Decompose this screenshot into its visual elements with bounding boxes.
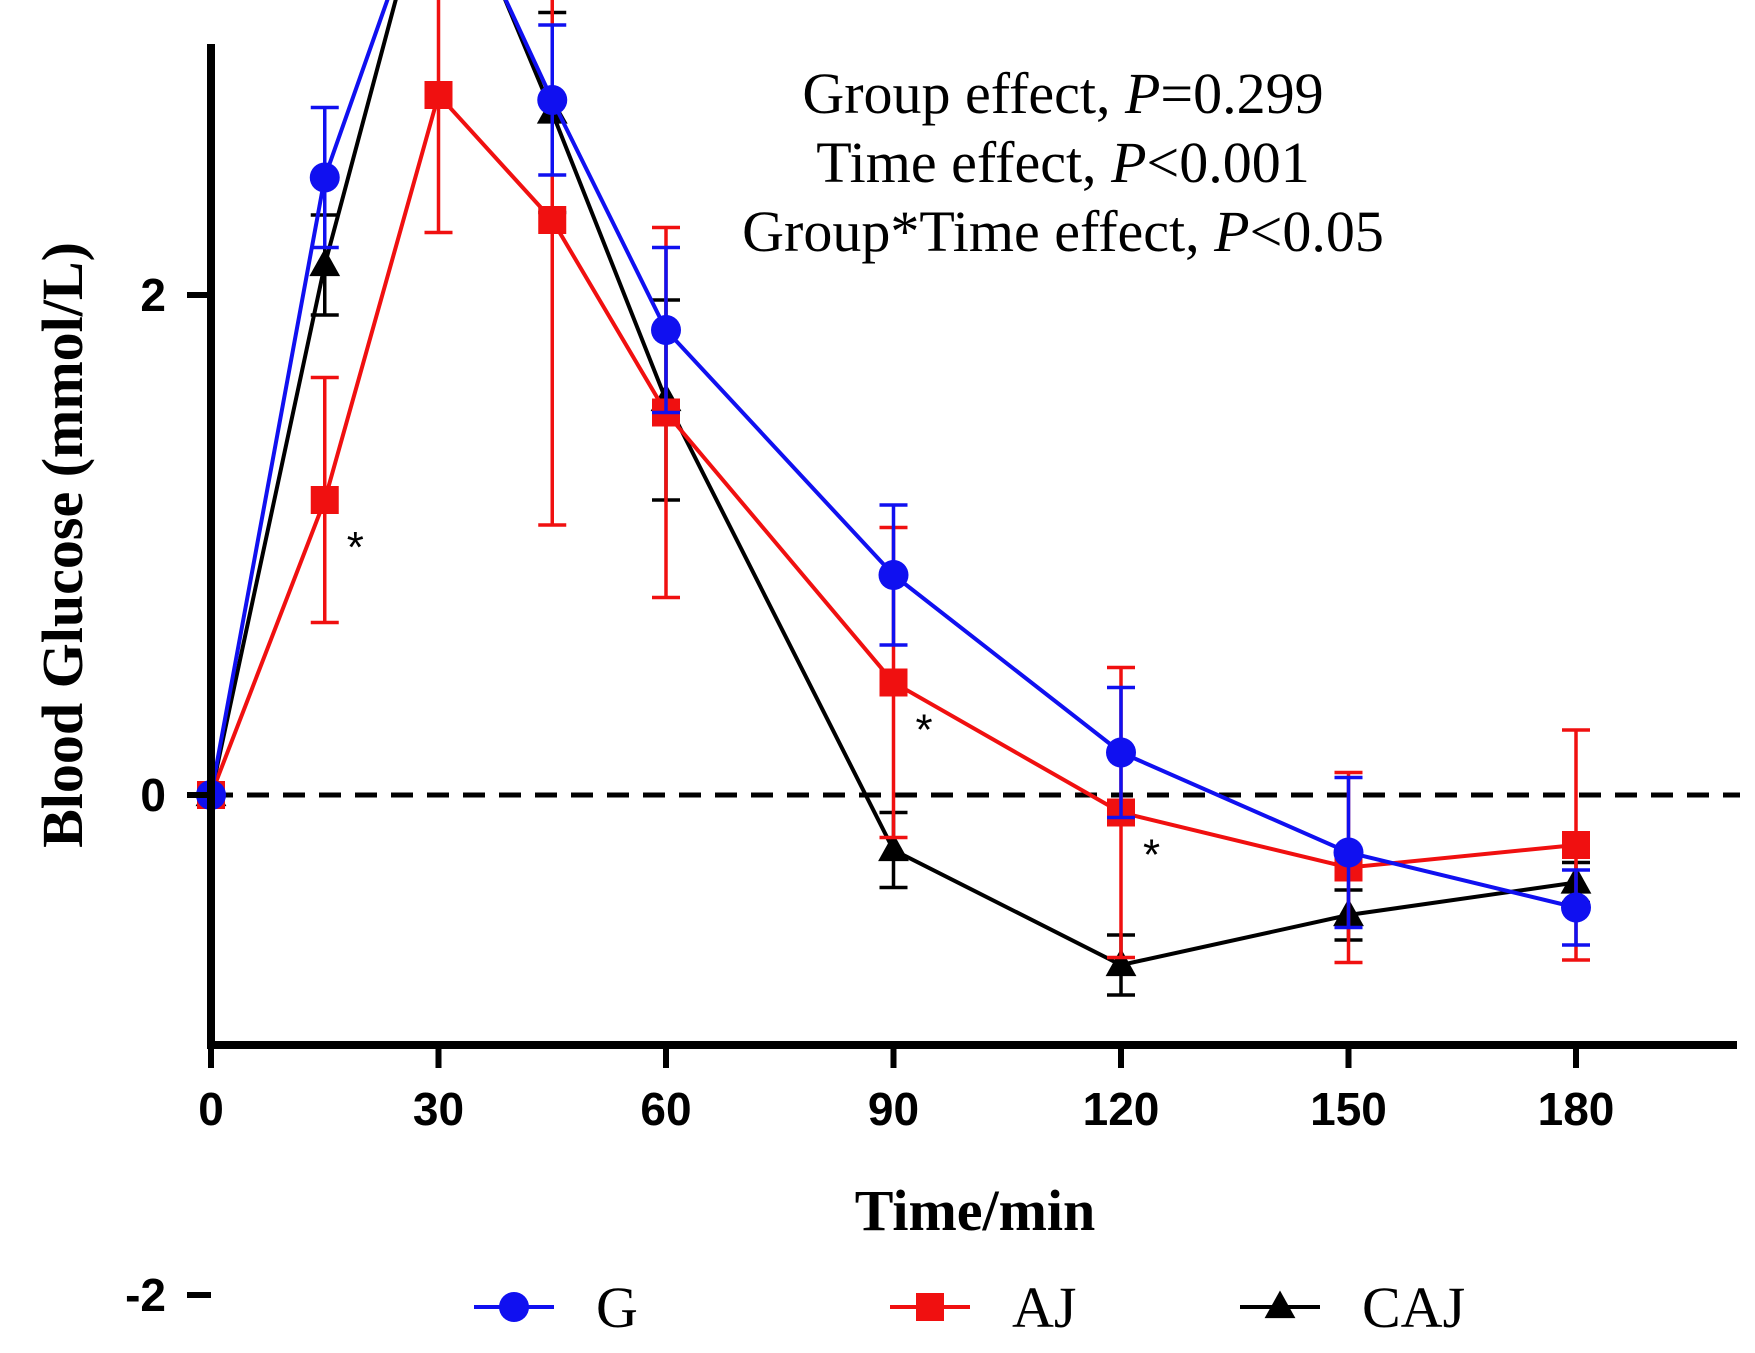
annotation-prefix: Group*Time effect, [742, 199, 1214, 264]
data-point-g [309, 162, 340, 193]
significance-asterisk: * [347, 523, 364, 572]
data-point-aj [538, 206, 567, 234]
x-tick-label: 120 [1083, 1083, 1160, 1135]
annotation-p-symbol: P [1110, 130, 1146, 195]
legend-item-g: G [474, 1275, 638, 1340]
legend-label: CAJ [1362, 1275, 1465, 1340]
annotation-line: Time effect, P<0.001 [816, 130, 1309, 195]
x-tick-label: 60 [640, 1083, 691, 1135]
significance-asterisk: * [1143, 831, 1160, 880]
data-point-aj [879, 668, 908, 697]
annotation-value: <0.001 [1147, 130, 1310, 195]
data-point-g [878, 560, 909, 590]
annotation-prefix: Group effect, [802, 61, 1125, 126]
significance-marks-layer: * * * [347, 523, 1160, 880]
data-point-caj [1105, 948, 1137, 977]
annotation-prefix: Time effect, [816, 130, 1111, 195]
legend-marker-square [916, 1293, 944, 1321]
x-tick-label: 0 [198, 1083, 224, 1135]
data-point-aj [310, 486, 339, 514]
annotation-p-symbol: P [1213, 199, 1249, 264]
x-tick-label: 180 [1538, 1083, 1615, 1135]
data-point-caj [309, 248, 341, 277]
annotation-line: Group effect, P=0.299 [802, 61, 1323, 126]
legend-item-aj: AJ [890, 1275, 1076, 1340]
x-tick-label: 90 [868, 1083, 919, 1135]
data-point-caj [878, 833, 909, 862]
x-tick-label: 30 [413, 1083, 464, 1135]
y-tick-label: 2 [140, 269, 166, 321]
annotation-line: Group*Time effect, P<0.05 [742, 199, 1384, 264]
annotation-p-symbol: P [1124, 61, 1160, 126]
legend-marker-triangle [1264, 1290, 1296, 1319]
data-point-g [1561, 892, 1591, 923]
y-axis-title: Blood Glucose (mmol/L) [30, 242, 95, 848]
legend-label: AJ [1012, 1275, 1076, 1340]
x-axis-title: Time/min [855, 1178, 1096, 1243]
legend-marker-circle [499, 1292, 529, 1322]
y-tick-label: 0 [140, 769, 166, 821]
annotation-value: <0.05 [1250, 199, 1384, 264]
legend-label: G [596, 1275, 638, 1340]
data-point-g [1333, 837, 1364, 868]
data-point-aj [1562, 831, 1590, 859]
significance-asterisk: * [916, 706, 933, 755]
data-point-g [651, 315, 681, 345]
axes-layer [207, 44, 1737, 1049]
data-point-g [537, 85, 568, 115]
annotation-value: =0.299 [1160, 61, 1323, 126]
data-point-g [1106, 737, 1136, 768]
legend: G AJ CAJ [474, 1275, 1465, 1340]
data-point-aj [424, 81, 453, 109]
y-tick-label: -2 [125, 1269, 166, 1321]
x-tick-label: 150 [1310, 1083, 1387, 1135]
legend-item-caj: CAJ [1240, 1275, 1465, 1340]
